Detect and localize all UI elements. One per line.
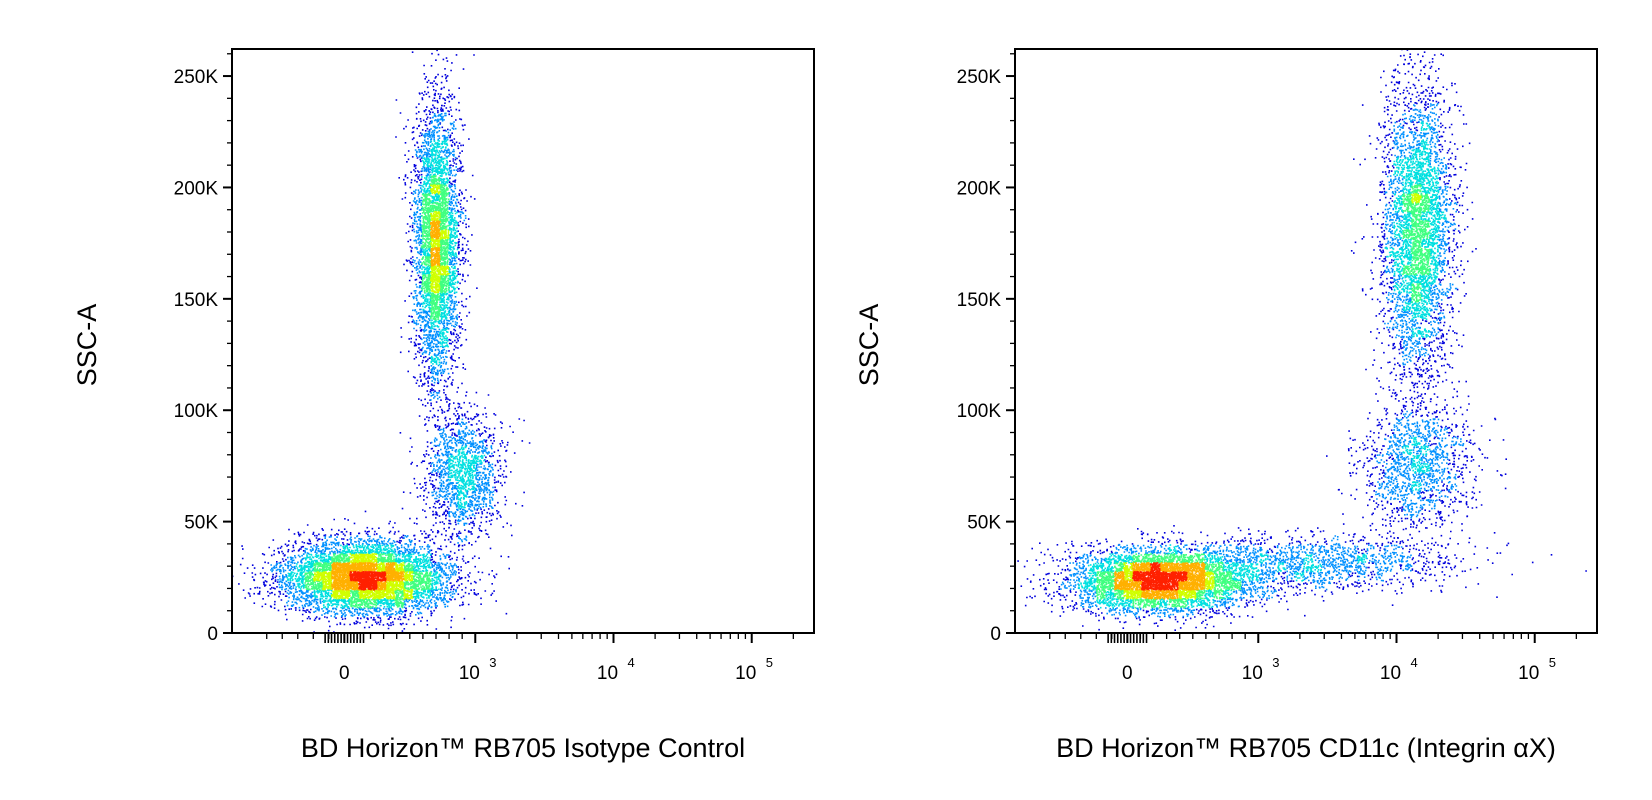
plot-panel-isotype-control: 0 50K 100K 150K 200K 250K 0 10 3 10 4 10 5 SSC-A BD Ho…	[72, 48, 815, 763]
y-tick-label: 0	[207, 624, 218, 645]
x-tick-exponent: 3	[489, 655, 496, 670]
y-tick-label: 200K	[957, 178, 1002, 199]
y-tick-label: 50K	[184, 513, 218, 534]
x-tick-label: 10	[597, 663, 618, 684]
density-layer-6	[1132, 562, 1188, 591]
x-tick-label: 10	[1380, 663, 1401, 684]
event-dots	[232, 49, 531, 633]
plot-frame	[231, 48, 815, 634]
y-tick-label: 250K	[957, 67, 1002, 88]
y-tick-label: 100K	[174, 401, 219, 422]
y-tick-label: 200K	[174, 178, 219, 199]
x-tick-label: 0	[1122, 663, 1133, 684]
y-axis-title: SSC-A	[854, 304, 884, 387]
y-tick-label: 50K	[967, 513, 1001, 534]
x-axis-title: BD Horizon™ RB705 Isotype Control	[301, 733, 745, 763]
y-tick-label: 250K	[174, 67, 219, 88]
density-layer-0	[1017, 49, 1587, 631]
x-tick-exponent: 3	[1272, 655, 1279, 670]
y-tick-label: 0	[990, 624, 1001, 645]
density-layer-6	[349, 571, 387, 591]
x-tick-label: 10	[1242, 663, 1263, 684]
y-axis-title: SSC-A	[72, 304, 102, 387]
x-tick-label: 10	[459, 663, 480, 684]
y-tick-label: 150K	[957, 290, 1002, 311]
y-tick-label: 150K	[174, 290, 219, 311]
density-layer-0	[232, 49, 531, 633]
plot-panel-cd11c: 0 50K 100K 150K 200K 250K 0 10 3 10 4 10 5 SSC-A BD Ho…	[854, 48, 1598, 763]
density-layer-1	[270, 112, 495, 618]
y-tick-label: 100K	[957, 401, 1002, 422]
density-layer-1	[1060, 103, 1465, 618]
x-tick-exponent: 5	[766, 655, 773, 670]
x-tick-exponent: 4	[1411, 655, 1418, 670]
event-dots	[1017, 49, 1587, 631]
x-tick-exponent: 4	[628, 655, 635, 670]
density-layer-3	[304, 175, 450, 609]
x-tick-label: 0	[339, 663, 350, 684]
x-tick-exponent: 5	[1549, 655, 1556, 670]
x-tick-label: 10	[735, 663, 756, 684]
density-layer-2	[1078, 121, 1447, 609]
x-axis-title: BD Horizon™ RB705 CD11c (Integrin αX)	[1056, 733, 1556, 763]
x-tick-label: 10	[1518, 663, 1539, 684]
plot-frame	[1014, 48, 1598, 634]
